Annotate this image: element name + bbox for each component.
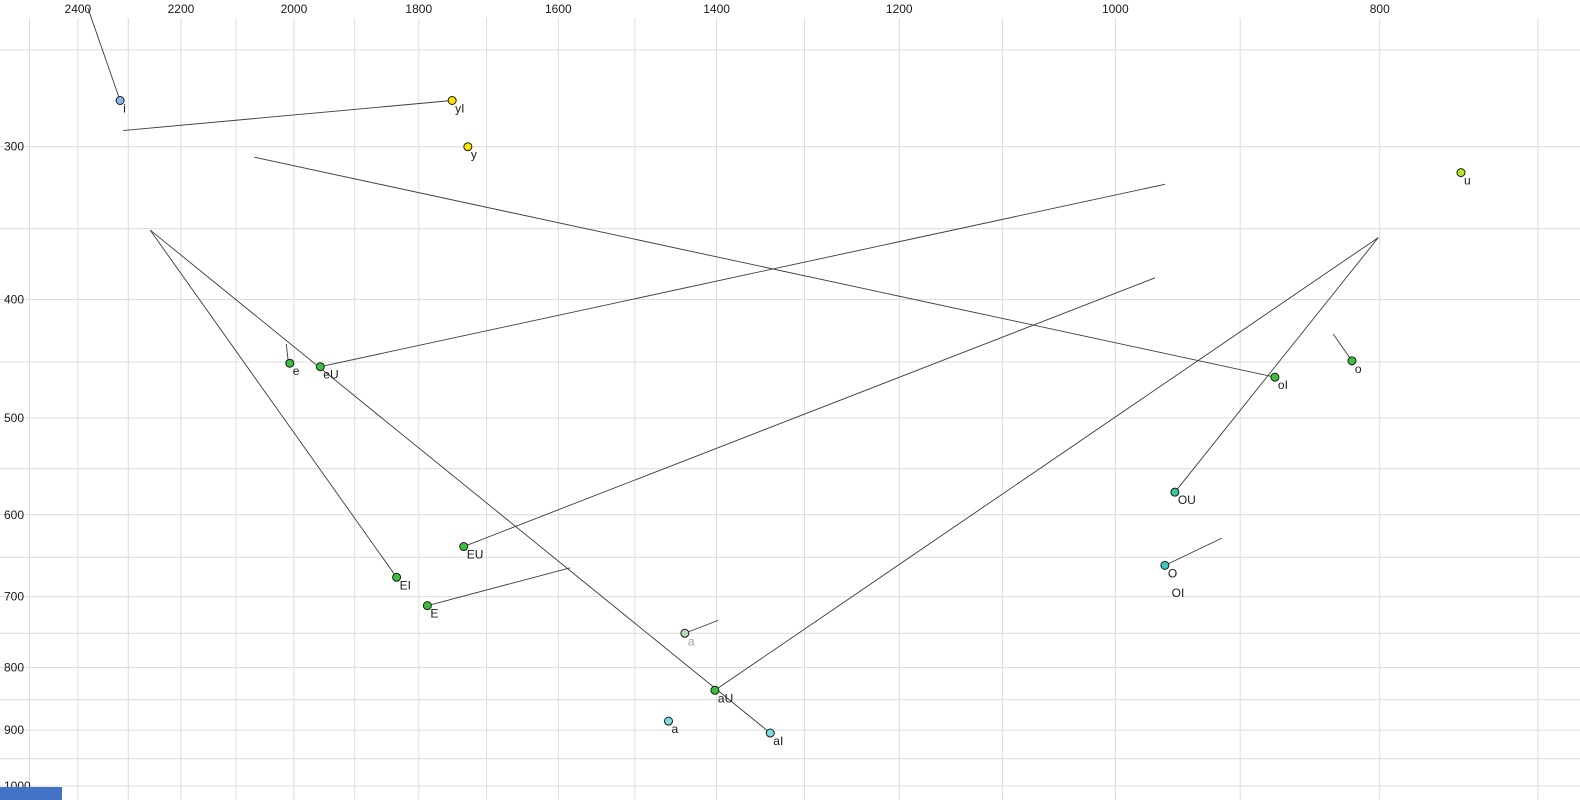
- trajectory-line: [149, 229, 397, 578]
- data-point-oI: oI: [1270, 372, 1288, 392]
- vowel-dot: [115, 96, 125, 106]
- vowel-dot: [315, 362, 325, 372]
- y-tick-label: 800: [4, 661, 24, 675]
- vowel-label: EI: [400, 578, 411, 592]
- trajectory-line: [1164, 537, 1223, 566]
- vowel-dot: [680, 628, 690, 638]
- y-tick-label: 900: [4, 723, 24, 737]
- vowel-dot: [663, 716, 673, 726]
- data-point-e: e: [285, 358, 300, 378]
- vowel-label: EU: [467, 548, 484, 562]
- vowel-label: OI: [1172, 586, 1185, 600]
- trajectory-line: [684, 619, 719, 634]
- trajectory-line: [149, 229, 771, 734]
- x-tick-label: 2400: [65, 2, 92, 16]
- data-point-a: a: [663, 716, 678, 736]
- vowel-label: O: [1168, 566, 1177, 580]
- data-point-a: a: [680, 628, 695, 648]
- data-point-yI: yI: [447, 96, 465, 116]
- vowel-label: OU: [1178, 493, 1196, 507]
- data-point-y: y: [463, 142, 477, 162]
- vowel-label: e: [293, 364, 300, 378]
- x-tick-label: 2200: [168, 2, 195, 16]
- vowel-label: aU: [718, 691, 733, 705]
- data-point-OU: OU: [1170, 487, 1196, 507]
- trajectory-line: [123, 100, 453, 131]
- vowel-dot: [459, 542, 469, 552]
- data-point-E: E: [422, 601, 438, 621]
- vowel-dot: [447, 96, 457, 106]
- vowel-dot: [765, 728, 775, 738]
- y-tick-label: 700: [4, 590, 24, 604]
- vowel-dot: [1270, 372, 1280, 382]
- x-tick-label: 1800: [405, 2, 432, 16]
- y-tick-label: 400: [4, 292, 24, 306]
- vowel-dot: [710, 685, 720, 695]
- y-tick-label: 300: [4, 140, 24, 154]
- vowel-label: eU: [323, 368, 338, 382]
- vowel-label: a: [688, 634, 695, 648]
- vowel-dot: [392, 572, 402, 582]
- vowel-label: u: [1464, 174, 1471, 188]
- trajectory-line: [254, 156, 1275, 378]
- vowel-dot: [1160, 560, 1170, 570]
- data-point-OI: OI: [1172, 586, 1185, 600]
- vowel-dot: [1170, 487, 1180, 497]
- trajectory-line: [1332, 333, 1353, 362]
- x-tick-label: 2000: [281, 2, 308, 16]
- vowel-label: y: [471, 148, 477, 162]
- x-tick-label: 1000: [1102, 2, 1129, 16]
- x-tick-label: 800: [1370, 2, 1390, 16]
- x-tick-label: 1400: [703, 2, 730, 16]
- bottom-left-marker: [0, 787, 62, 800]
- data-point-EI: EI: [392, 572, 411, 592]
- vowel-dot: [285, 358, 295, 368]
- vowel-dot: [1456, 168, 1466, 178]
- x-tick-label: 1200: [886, 2, 913, 16]
- data-point-aU: aU: [710, 685, 733, 705]
- data-point-O: O: [1160, 560, 1177, 580]
- data-point-u: u: [1456, 168, 1471, 188]
- vowel-label: E: [430, 607, 438, 621]
- trajectory-line: [1174, 237, 1379, 493]
- x-tick-label: 1600: [545, 2, 572, 16]
- vowel-label: oI: [1278, 378, 1288, 392]
- y-tick-label: 600: [4, 508, 24, 522]
- vowel-label: i: [123, 102, 126, 116]
- vowel-dot: [422, 601, 432, 611]
- data-point-EU: EU: [459, 542, 484, 562]
- trajectory-line: [285, 343, 289, 360]
- vowel-label: o: [1355, 362, 1362, 376]
- vowel-dot: [1347, 356, 1357, 366]
- trajectory-line: [714, 237, 1379, 691]
- vowel-label: aI: [773, 734, 783, 748]
- trajectory-line: [320, 183, 1166, 368]
- data-point-i: i: [115, 96, 126, 116]
- data-point-eU: eU: [315, 362, 339, 382]
- vowel-label: a: [671, 722, 678, 736]
- data-point-o: o: [1347, 356, 1362, 376]
- trajectory-line: [87, 7, 121, 101]
- vowel-dot: [463, 142, 473, 152]
- trajectory-line: [463, 277, 1156, 547]
- y-tick-label: 500: [4, 411, 24, 425]
- vowel-label: yI: [455, 102, 464, 116]
- data-point-aI: aI: [765, 728, 783, 748]
- trajectory-line: [427, 567, 571, 607]
